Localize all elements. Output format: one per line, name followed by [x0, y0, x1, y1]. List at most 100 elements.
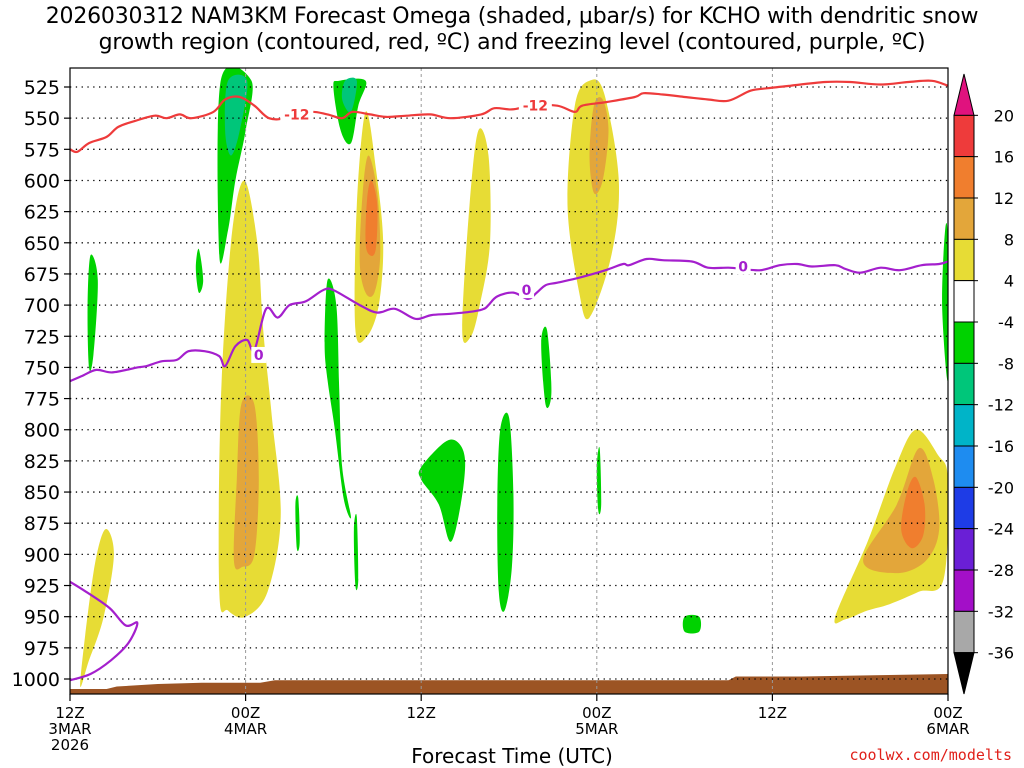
- dendritic-contour-label-bg-1: [518, 97, 552, 114]
- ytick-label-625: 625: [24, 202, 60, 224]
- colorbar-bin-11: [953, 528, 975, 571]
- colorbar: 20 16 12 8 4 -4 -8 -12 -16 -20 -24 -28 -32 -36: [953, 73, 1014, 695]
- omega-region-10: [863, 447, 940, 574]
- omega-region-13: [195, 248, 204, 293]
- ytick-label-825: 825: [24, 451, 60, 473]
- freezing-contour-lower-line: [70, 580, 139, 682]
- colorbar-label-2: 12: [994, 189, 1014, 208]
- colorbar-label-3: 8: [1004, 230, 1014, 249]
- terrain-fill: [70, 674, 948, 694]
- omega-region-24: [295, 495, 300, 552]
- ytick-label-550: 550: [24, 108, 60, 130]
- ytick-label-650: 650: [24, 233, 60, 255]
- xtick-label-4-0: 12Z: [758, 704, 787, 722]
- chart-title-line1: 2026030312 NAM3KM Forecast Omega (shaded…: [45, 4, 979, 29]
- ytick-label-525: 525: [24, 77, 60, 99]
- ytick-label-675: 675: [24, 264, 60, 286]
- omega-region-20: [497, 412, 514, 612]
- colorbar-bin-4: [953, 238, 975, 282]
- plot-frame: [69, 67, 949, 695]
- omega-region-19: [418, 439, 466, 542]
- ytick-label-575: 575: [24, 139, 60, 161]
- freezing-contour-label-0: 0: [254, 348, 264, 364]
- colorbar-bin-7: [953, 362, 975, 406]
- ytick-label-900: 900: [24, 544, 60, 566]
- chart-title-line2: growth region (contoured, red, ºC) and f…: [98, 30, 926, 55]
- colorbar-label-5: -4: [998, 313, 1014, 332]
- colorbar-bin-8: [953, 404, 975, 447]
- ytick-label-975: 975: [24, 638, 60, 660]
- omega-region-23: [353, 513, 359, 591]
- colorbar-label-4: 4: [1004, 272, 1014, 291]
- freezing-contour-label-bg-2: [735, 258, 751, 275]
- colorbar-bin-1: [953, 114, 975, 158]
- omega-region-6: [462, 128, 491, 343]
- contour-layer: -12 -12 0 0 0: [70, 79, 948, 682]
- xtick-label-5-1: 6MAR: [926, 720, 969, 738]
- colorbar-bin-14: [953, 652, 975, 695]
- omega-shading-layer: [80, 68, 948, 688]
- dendritic-contour-label-bg-0: [280, 106, 314, 123]
- colorbar-label-0: 20: [994, 106, 1014, 125]
- x-axis-label: Forecast Time (UTC): [411, 744, 613, 768]
- colorbar-label-1: 16: [994, 148, 1014, 167]
- omega-region-26: [682, 614, 702, 634]
- site-credit: coolwx.com/modelts: [849, 746, 1012, 764]
- grid-layer: [70, 68, 948, 694]
- omega-region-15: [224, 74, 248, 156]
- colorbar-bin-0: [953, 73, 975, 116]
- colorbar-label-6: -8: [998, 354, 1014, 373]
- ytick-label-775: 775: [24, 389, 60, 411]
- omega-region-2: [233, 395, 259, 570]
- terrain-layer: [70, 674, 948, 694]
- colorbar-bin-13: [953, 610, 975, 654]
- xtick-label-3-1: 5MAR: [575, 720, 618, 738]
- colorbar-label-12: -32: [988, 602, 1014, 621]
- dendritic-contour-line: [70, 79, 948, 154]
- dendritic-contour-label-0: -12: [284, 107, 309, 123]
- colorbar-bin-3: [953, 197, 975, 240]
- freezing-contour-label-1: 0: [522, 283, 532, 299]
- ytick-label-725: 725: [24, 326, 60, 348]
- dendritic-contour-label-1: -12: [523, 99, 548, 115]
- ytick-label-700: 700: [24, 295, 60, 317]
- xtick-label-0-0: 12Z: [55, 704, 84, 722]
- ytick-label-800: 800: [24, 420, 60, 442]
- xtick-label-1-0: 00Z: [231, 704, 260, 722]
- colorbar-bin-10: [953, 486, 975, 530]
- omega-region-17: [341, 77, 357, 113]
- colorbar-label-9: -20: [988, 478, 1014, 497]
- freezing-contour-line: [70, 257, 948, 383]
- xtick-label-5-0: 00Z: [933, 704, 962, 722]
- omega-region-12: [87, 254, 98, 372]
- xtick-label-0-2: 2026: [51, 736, 89, 754]
- ytick-label-750: 750: [24, 357, 60, 379]
- xtick-label-1-1: 4MAR: [224, 720, 267, 738]
- ytick-label-875: 875: [24, 513, 60, 535]
- ytick-label-850: 850: [24, 482, 60, 504]
- ytick-label-950: 950: [24, 607, 60, 629]
- axis-layer: 525 550 575 600 625 650 675 700 725 750 775 800 825 8…: [12, 77, 970, 754]
- colorbar-label-7: -12: [988, 396, 1014, 415]
- freezing-contour-label-2: 0: [738, 259, 748, 275]
- ytick-label-1000: 1000: [12, 669, 60, 691]
- ytick-label-600: 600: [24, 170, 60, 192]
- colorbar-bin-9: [953, 445, 975, 488]
- colorbar-label-11: -28: [988, 561, 1014, 580]
- freezing-contour-label-bg-1: [519, 282, 535, 299]
- colorbar-bin-2: [953, 156, 975, 199]
- colorbar-label-13: -36: [988, 644, 1014, 663]
- omega-region-5: [365, 180, 378, 256]
- colorbar-label-8: -16: [988, 437, 1014, 456]
- colorbar-bin-12: [953, 569, 975, 612]
- ytick-label-925: 925: [24, 576, 60, 598]
- omega-region-25: [596, 446, 602, 515]
- colorbar-label-10: -24: [988, 520, 1014, 539]
- xtick-label-2-0: 12Z: [407, 704, 436, 722]
- xtick-label-3-0: 00Z: [582, 704, 611, 722]
- omega-region-8: [589, 97, 609, 195]
- colorbar-bin-5: [953, 280, 975, 323]
- freezing-contour-label-bg-0: [251, 346, 267, 363]
- xtick-label-0-1: 3MAR: [48, 720, 91, 738]
